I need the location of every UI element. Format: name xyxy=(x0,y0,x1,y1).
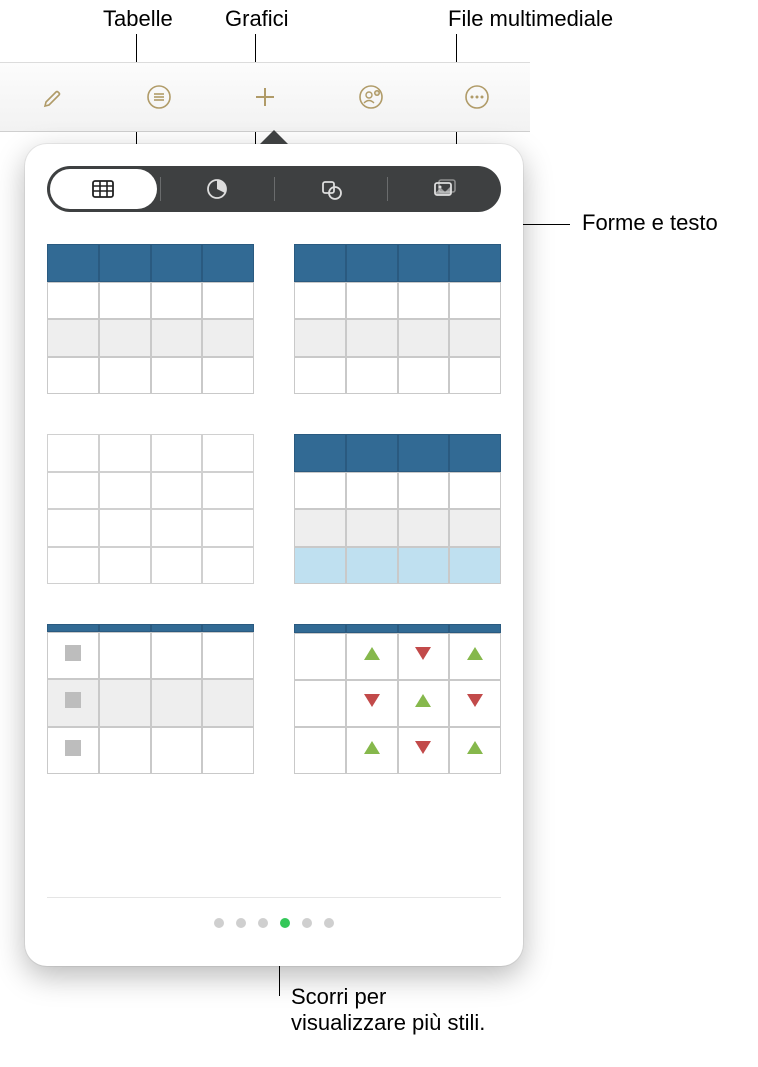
page-dot[interactable] xyxy=(324,918,334,928)
triangle-up-icon xyxy=(467,741,483,754)
collaborate-icon[interactable] xyxy=(349,75,393,119)
triangle-up-icon xyxy=(364,647,380,660)
seg-tab-tables[interactable] xyxy=(47,166,160,212)
page-dot[interactable] xyxy=(214,918,224,928)
insert-plus-icon[interactable] xyxy=(243,75,287,119)
table-style-grid xyxy=(47,244,501,774)
table-style-5[interactable] xyxy=(47,624,254,774)
triangle-up-icon xyxy=(415,694,431,707)
table-style-6[interactable] xyxy=(294,624,501,774)
callout-tables-label: Tabelle xyxy=(103,6,173,32)
triangle-up-icon xyxy=(364,741,380,754)
insert-segmented-control xyxy=(47,166,501,212)
triangle-down-icon xyxy=(467,694,483,707)
format-brush-icon[interactable] xyxy=(31,75,75,119)
triangle-down-icon xyxy=(364,694,380,707)
seg-tab-shapes[interactable] xyxy=(275,166,388,212)
triangle-down-icon xyxy=(415,741,431,754)
checkbox-icon xyxy=(65,740,81,756)
page-dot[interactable] xyxy=(236,918,246,928)
callout-charts-label: Grafici xyxy=(225,6,289,32)
popover-divider xyxy=(47,897,501,898)
callout-shapes-label: Forme e testo xyxy=(582,210,718,236)
table-style-4[interactable] xyxy=(294,434,501,584)
table-style-2[interactable] xyxy=(294,244,501,394)
page-dot[interactable] xyxy=(302,918,312,928)
app-toolbar xyxy=(0,62,530,132)
checkbox-icon xyxy=(65,692,81,708)
triangle-down-icon xyxy=(415,647,431,660)
page-dots[interactable] xyxy=(25,918,523,928)
seg-tab-charts[interactable] xyxy=(161,166,274,212)
insert-popover xyxy=(25,144,523,966)
checkbox-icon xyxy=(65,645,81,661)
table-style-1[interactable] xyxy=(47,244,254,394)
triangle-up-icon xyxy=(467,647,483,660)
page-dot[interactable] xyxy=(258,918,268,928)
callout-media-label: File multimediale xyxy=(448,6,613,32)
page-dot-active[interactable] xyxy=(280,918,290,928)
more-icon[interactable] xyxy=(455,75,499,119)
popover-arrow xyxy=(260,130,288,144)
table-style-3[interactable] xyxy=(47,434,254,584)
seg-tab-media[interactable] xyxy=(388,166,501,212)
list-icon[interactable] xyxy=(137,75,181,119)
callout-scroll-label: Scorri per visualizzare più stili. xyxy=(291,984,485,1036)
